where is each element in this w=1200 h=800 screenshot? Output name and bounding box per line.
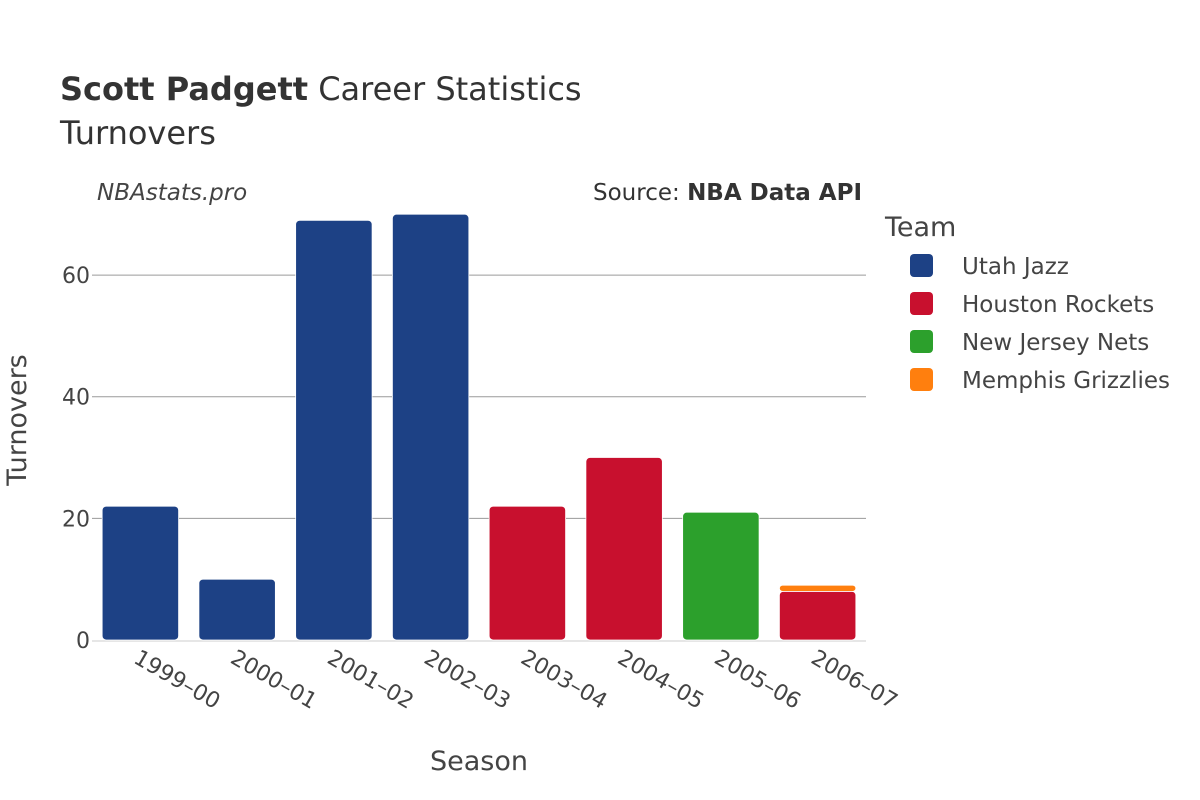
watermark: NBAstats.pro	[97, 180, 247, 206]
x-tick-label: 2000–01	[226, 646, 321, 715]
bar-new-jersey-nets-2005–06	[682, 511, 760, 641]
title-suffix: Career Statistics	[308, 70, 582, 108]
x-axis-title: Season	[430, 746, 528, 777]
bar-houston-rockets-2004–05	[585, 457, 663, 641]
legend-swatch-houston-rockets	[910, 292, 933, 315]
bar-houston-rockets-2003–04	[488, 505, 566, 641]
legend-label-new-jersey-nets: New Jersey Nets	[962, 330, 1149, 356]
legend-items: Utah Jazz Houston Rockets New Jersey Nets M…	[910, 254, 1170, 394]
bar-utah-jazz-2001–02	[295, 219, 373, 641]
x-tick-label: 2001–02	[323, 646, 418, 715]
legend-swatch-new-jersey-nets	[910, 330, 933, 353]
legend-title: Team	[884, 212, 956, 243]
legend: Team Utah Jazz Houston Rockets New Jersey …	[884, 212, 1170, 394]
source-prefix: Source:	[593, 180, 687, 206]
bars	[101, 213, 857, 641]
x-tick-label: 1999–00	[129, 646, 224, 715]
legend-label-utah-jazz: Utah Jazz	[962, 254, 1069, 280]
y-tick-label: 20	[62, 507, 90, 532]
x-axis-ticks: 1999–00 2000–01 2001–02 2002–03 2003–04 2004–…	[129, 646, 901, 715]
x-tick-label: 2002–03	[420, 646, 515, 715]
chart-subtitle: Turnovers	[59, 114, 216, 152]
bar-utah-jazz-2000–01	[198, 578, 276, 641]
y-axis-ticks: 0 20 40 60	[62, 264, 90, 654]
legend-label-houston-rockets: Houston Rockets	[962, 292, 1154, 318]
x-tick-label: 2004–05	[613, 646, 708, 715]
bar-utah-jazz-2002–03	[392, 213, 470, 641]
x-tick-label: 2003–04	[516, 646, 611, 715]
y-axis-title: Turnovers	[2, 354, 33, 487]
player-name: Scott Padgett	[60, 70, 308, 108]
y-tick-label: 0	[76, 629, 90, 654]
x-tick-label: 2005–06	[710, 646, 805, 715]
chart-title: Scott Padgett Career Statistics	[60, 70, 582, 108]
legend-swatch-utah-jazz	[910, 254, 933, 277]
source-credit: Source: NBA Data API	[593, 180, 862, 206]
y-tick-label: 40	[62, 386, 90, 411]
bar-memphis-grizzlies-2006–07	[779, 584, 857, 592]
source-name: NBA Data API	[687, 180, 862, 206]
bar-houston-rockets-2006–07	[779, 590, 857, 641]
legend-label-memphis-grizzlies: Memphis Grizzlies	[962, 368, 1170, 394]
y-tick-label: 60	[62, 264, 90, 289]
legend-swatch-memphis-grizzlies	[910, 368, 933, 391]
bar-utah-jazz-1999–00	[101, 505, 179, 641]
x-tick-label: 2006–07	[807, 646, 902, 715]
